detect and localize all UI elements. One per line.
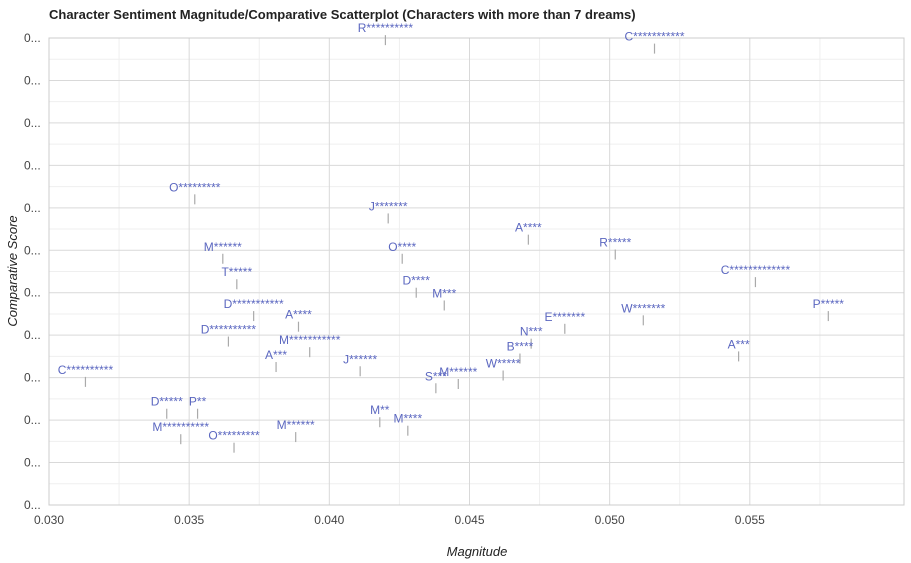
y-tick-label: 0... — [24, 158, 41, 172]
data-point-label: O********* — [208, 429, 260, 443]
data-point-label: C*********** — [624, 30, 684, 44]
data-point-label: M********** — [152, 420, 209, 434]
data-point-label: A*** — [728, 337, 750, 351]
x-tick-label: 0.045 — [454, 513, 484, 527]
data-point-label: R********** — [358, 21, 414, 35]
y-tick-label: 0... — [24, 371, 41, 385]
y-tick-label: 0... — [24, 413, 41, 427]
data-point-label: R***** — [599, 236, 631, 250]
y-tick-label: 0... — [24, 73, 41, 87]
x-axis-title: Magnitude — [447, 544, 508, 559]
data-point-label: M****** — [277, 418, 315, 432]
data-point-label: W***** — [486, 357, 521, 371]
y-axis-ticks: 0... 0... 0... 0... 0... 0... 0... 0... 0... 0...… — [24, 31, 41, 512]
data-point-label: O********* — [169, 180, 221, 194]
x-axis-ticks: 0.030 0.035 0.040 0.045 0.050 0.055 — [34, 513, 765, 527]
y-tick-label: 0... — [24, 286, 41, 300]
y-tick-label: 0... — [24, 31, 41, 45]
y-tick-label: 0... — [24, 498, 41, 512]
x-tick-label: 0.055 — [735, 513, 765, 527]
data-point-label: T***** — [221, 265, 252, 279]
y-axis-title: Comparative Score — [5, 215, 20, 326]
data-point-label: D********** — [201, 323, 257, 337]
data-point-label: N*** — [520, 325, 543, 339]
data-point-label: D**** — [403, 274, 431, 288]
data-point-label: A**** — [285, 308, 312, 322]
data-point-label: M*********** — [279, 333, 341, 347]
data-point-label: D***** — [151, 395, 183, 409]
data-point-label: A*** — [265, 348, 287, 362]
data-point-label: M*** — [432, 286, 456, 300]
data-point-label: C********** — [58, 363, 114, 377]
data-point-label: J******* — [369, 199, 408, 213]
data-point-label: E******* — [544, 310, 585, 324]
y-tick-label: 0... — [24, 116, 41, 130]
data-point-label: A**** — [515, 221, 542, 235]
data-point-label: M**** — [393, 412, 422, 426]
data-point-label: P** — [189, 395, 207, 409]
data-point-label: S*** — [425, 369, 447, 383]
data-point-label: J****** — [343, 352, 377, 366]
y-tick-label: 0... — [24, 201, 41, 215]
data-points: R********** C*********** O********* J******… — [58, 21, 845, 453]
data-point-label: B**** — [507, 340, 534, 354]
data-point-label: D*********** — [224, 297, 284, 311]
x-tick-label: 0.035 — [174, 513, 204, 527]
data-point-label: O**** — [388, 240, 416, 254]
x-tick-label: 0.040 — [314, 513, 344, 527]
data-point-label: P***** — [813, 297, 845, 311]
data-point-label: M****** — [204, 240, 242, 254]
x-tick-label: 0.050 — [595, 513, 625, 527]
plot-area-border — [48, 37, 905, 506]
data-point-label: M** — [370, 403, 390, 417]
y-tick-label: 0... — [24, 456, 41, 470]
data-point-label: C************* — [721, 263, 791, 277]
chart-title: Character Sentiment Magnitude/Comparativ… — [49, 7, 636, 22]
data-point-label: M****** — [439, 365, 477, 379]
y-tick-label: 0... — [24, 328, 41, 342]
x-tick-label: 0.030 — [34, 513, 64, 527]
data-point-label: W******* — [621, 301, 665, 315]
y-tick-label: 0... — [24, 243, 41, 257]
